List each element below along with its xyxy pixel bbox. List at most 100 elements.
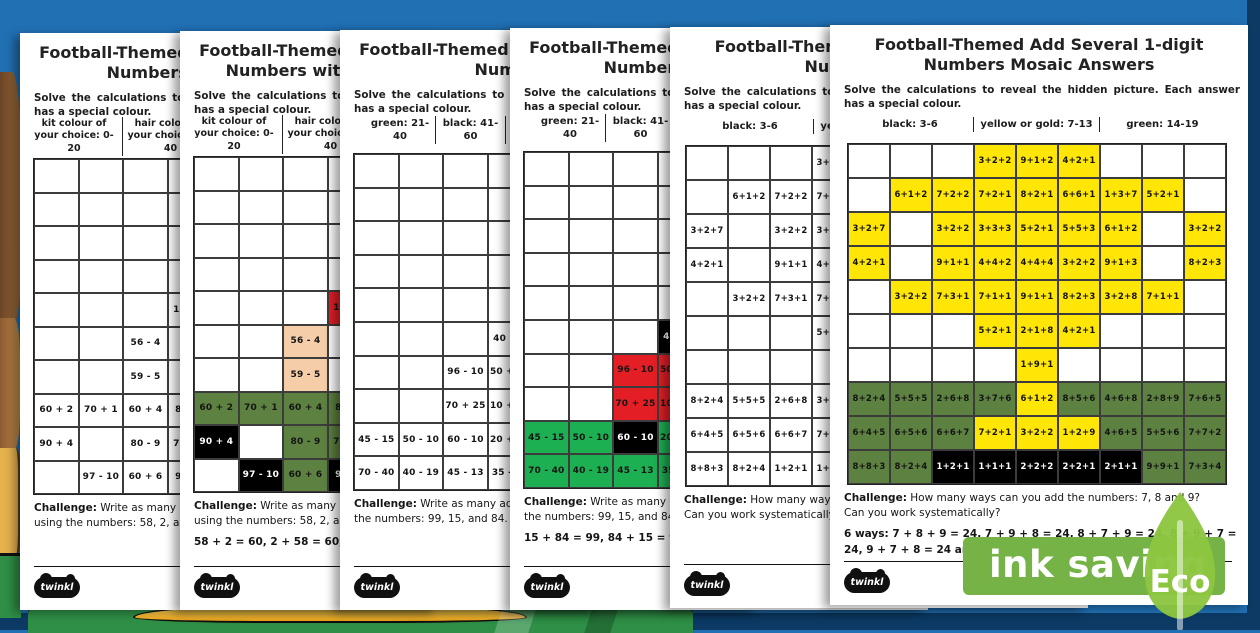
twinkl-logo: twinkl — [34, 573, 80, 598]
grid-cell — [238, 257, 284, 291]
mascot-illustration-left — [0, 0, 24, 630]
grid-cell: 8+8+3 — [848, 450, 890, 484]
grid-cell: 60 - 10 — [613, 420, 658, 455]
grid-cell — [1142, 144, 1184, 178]
grid-cell: 56 - 4 — [283, 324, 328, 358]
grid-cell — [770, 316, 812, 350]
grid-cell: 9+1+1 — [770, 248, 812, 282]
grid-cell: 4+6+8 — [1100, 382, 1142, 416]
grid-cell: 60 + 2 — [194, 391, 239, 425]
grid-cell — [283, 157, 328, 191]
grid-cell — [78, 226, 124, 260]
grid-cell: 7+1+1 — [974, 280, 1016, 314]
grid-cell: 59 - 5 — [283, 358, 328, 392]
grid-cell: 4+2+1 — [686, 248, 728, 282]
grid-cell — [34, 460, 79, 494]
grid-cell: 7+2+1 — [974, 178, 1016, 212]
grid-cell — [78, 360, 124, 394]
grid-cell — [238, 358, 284, 392]
grid-cell: 5+2+1 — [1142, 178, 1184, 212]
grid-cell — [398, 355, 444, 390]
grid-cell — [728, 350, 770, 384]
grid-cell — [568, 353, 614, 388]
grid-cell — [524, 319, 569, 354]
grid-cell: 2+1+1 — [1100, 450, 1142, 484]
key-entry: kit colour of your choice: 0-20 — [194, 116, 274, 152]
grid-cell — [1100, 314, 1142, 348]
grid-cell: 7+7+2 — [1184, 416, 1226, 450]
grid-cell: 3+2+2 — [890, 280, 932, 314]
grid-cell — [398, 254, 444, 289]
grid-cell — [728, 316, 770, 350]
grid-cell — [1100, 348, 1142, 382]
twinkl-logo: twinkl — [844, 568, 890, 593]
grid-cell — [568, 286, 614, 320]
grid-cell: 1+2+1 — [770, 452, 812, 486]
grid-cell: 7+2+1 — [974, 416, 1016, 450]
grid-cell — [194, 257, 239, 291]
key-entry: black: 3-6 — [722, 121, 778, 132]
grid-cell: 50 - 10 — [568, 420, 614, 455]
grid-cell — [686, 350, 728, 384]
grid-cell — [354, 389, 399, 423]
grid-cell — [848, 178, 890, 212]
grid-cell — [194, 358, 239, 392]
grid-cell: 1+1+1 — [974, 450, 1016, 484]
grid-cell: 5+5+5 — [728, 384, 770, 418]
grid-cell: 8+2+4 — [728, 452, 770, 486]
grid-cell — [34, 293, 79, 327]
background-right-edge — [1247, 0, 1260, 630]
grid-cell — [770, 146, 812, 180]
grid-cell — [686, 282, 728, 316]
grid-cell: 97 - 10 — [238, 458, 284, 492]
grid-cell: 70 + 25 — [613, 387, 658, 421]
grid-cell: 7+6+5 — [1184, 382, 1226, 416]
grid-cell: 1+2+1 — [932, 450, 974, 484]
grid-cell: 60 + 2 — [34, 393, 79, 427]
grid-cell — [524, 185, 569, 220]
grid-cell — [686, 146, 728, 180]
grid-cell — [283, 224, 328, 258]
grid-cell: 70 - 40 — [354, 456, 399, 490]
grid-cell — [524, 387, 569, 421]
grid-cell: 90 + 4 — [34, 427, 79, 461]
grid-cell: 7+2+2 — [770, 180, 812, 214]
grid-cell: 8+2+4 — [848, 382, 890, 416]
grid-cell — [568, 387, 614, 421]
grid-cell — [443, 154, 488, 188]
grid-cell: 3+2+2 — [728, 282, 770, 316]
grid-cell — [613, 185, 658, 220]
grid-cell: 40 - 19 — [398, 456, 444, 490]
grid-cell: 8+2+1 — [1016, 178, 1058, 212]
grid-cell — [354, 187, 399, 222]
grid-cell — [1142, 246, 1184, 280]
grid-cell: 96 - 10 — [613, 353, 658, 388]
key-entry: green: 21-40 — [370, 118, 430, 142]
grid-cell — [398, 187, 444, 222]
grid-cell: 2+2+1 — [1058, 450, 1100, 484]
grid-cell — [238, 324, 284, 358]
grid-cell — [238, 157, 284, 191]
grid-cell: 3+2+2 — [1184, 212, 1226, 246]
grid-cell: 3+2+8 — [1100, 280, 1142, 314]
grid-cell — [728, 248, 770, 282]
grid-cell: 9+1+1 — [1016, 280, 1058, 314]
grid-cell — [443, 221, 488, 255]
grid-cell — [686, 180, 728, 214]
grid-cell: 1+9+1 — [1016, 348, 1058, 382]
grid-cell — [524, 219, 569, 253]
grid-cell — [354, 288, 399, 322]
grid-cell: 4+4+4 — [1016, 246, 1058, 280]
grid-cell — [238, 224, 284, 258]
eco-label: Eco — [1150, 564, 1211, 600]
key-entry: green: 21-40 — [540, 116, 600, 140]
grid-cell: 4+2+1 — [1058, 144, 1100, 178]
grid-cell — [398, 288, 444, 322]
grid-cell — [123, 226, 168, 260]
grid-cell: 8+2+4 — [686, 384, 728, 418]
grid-cell: 45 - 13 — [443, 456, 488, 490]
